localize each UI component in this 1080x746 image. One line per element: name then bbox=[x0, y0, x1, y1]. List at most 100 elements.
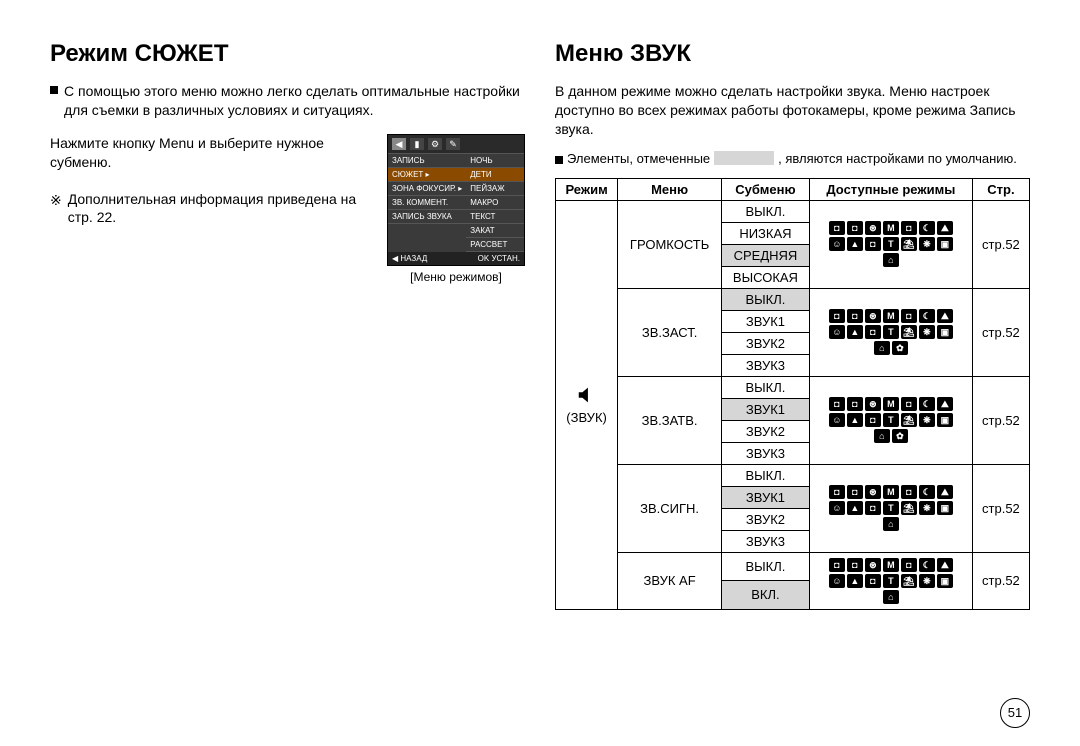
mode-icon: ⌂ bbox=[883, 517, 899, 531]
mode-icon: ⌂ bbox=[874, 341, 890, 355]
submenu-cell: ВЫКЛ. bbox=[722, 552, 810, 581]
th-mode: Режим bbox=[556, 178, 618, 200]
mode-icon: T bbox=[883, 237, 899, 251]
left-title: Режим СЮЖЕТ bbox=[50, 40, 525, 68]
menu-tab-icon: ⚙ bbox=[428, 138, 442, 150]
mode-icon: ✿ bbox=[892, 429, 908, 443]
mode-icon: ⌂ bbox=[883, 590, 899, 604]
mode-label: (ЗВУК) bbox=[566, 410, 607, 425]
mode-icon: ▲ bbox=[847, 325, 863, 339]
menu-name-cell: ЗВ.ЗАСТ. bbox=[618, 288, 722, 376]
right-intro: В данном режиме можно сделать настройки … bbox=[555, 82, 1030, 139]
mode-icon: ⌂ bbox=[883, 253, 899, 267]
mode-icon: ▣ bbox=[937, 325, 953, 339]
menu-right-item: НОЧЬ bbox=[466, 154, 524, 168]
mode-icon: ◘ bbox=[847, 558, 863, 572]
mode-icon: ✿ bbox=[892, 341, 908, 355]
mode-icon: M bbox=[883, 558, 899, 572]
mode-icon: ◘ bbox=[901, 558, 917, 572]
mode-cell: (ЗВУК) bbox=[556, 200, 618, 609]
menu-tab-icon: ◀ bbox=[392, 138, 406, 150]
speaker-icon bbox=[576, 384, 598, 406]
mode-icon: ◘ bbox=[901, 221, 917, 235]
menu-name-cell: ЗВ.СИГН. bbox=[618, 464, 722, 552]
mode-icon: ⛰ bbox=[937, 309, 953, 323]
submenu-cell: ЗВУК3 bbox=[722, 442, 810, 464]
menu-left-item: СЮЖЕТ ▸ bbox=[388, 168, 466, 182]
right-column: Меню ЗВУК В данном режиме можно сделать … bbox=[555, 40, 1030, 610]
mode-icon: T bbox=[883, 501, 899, 515]
submenu-cell: ЗВУК1 bbox=[722, 310, 810, 332]
default-note-post: , являются настройками по умолчанию. bbox=[778, 151, 1017, 166]
left-column: Режим СЮЖЕТ С помощью этого меню можно л… bbox=[50, 40, 525, 610]
mode-icon: ☺ bbox=[829, 574, 845, 588]
submenu-cell: ВЫКЛ. bbox=[722, 288, 810, 310]
mode-icon: ▲ bbox=[847, 501, 863, 515]
modes-available-cell: ◘◘⊛M◘☾⛰☺▲◘T⛱❋▣⌂ bbox=[809, 552, 972, 609]
mode-icon: ◘ bbox=[865, 501, 881, 515]
mode-icon: ◘ bbox=[829, 309, 845, 323]
menu-right-item: ДЕТИ bbox=[466, 168, 524, 182]
menu-tab-bar: ◀ ▮ ⚙ ✎ bbox=[388, 135, 524, 154]
menu-right-item: РАССВЕТ bbox=[466, 238, 524, 252]
mode-icon: ⛰ bbox=[937, 221, 953, 235]
mode-icon: ⛰ bbox=[937, 397, 953, 411]
menu-tab-icon: ▮ bbox=[410, 138, 424, 150]
mode-icon: ⛰ bbox=[937, 485, 953, 499]
submenu-cell: ЗВУК2 bbox=[722, 332, 810, 354]
menu-left-list: ЗАПИСЬСЮЖЕТ ▸ЗОНА ФОКУСИР. ▸ЗВ. КОММЕНТ.… bbox=[388, 154, 466, 252]
page-ref-cell: стр.52 bbox=[972, 376, 1029, 464]
menu-screenshot: ◀ ▮ ⚙ ✎ ЗАПИСЬСЮЖЕТ ▸ЗОНА ФОКУСИР. ▸ЗВ. … bbox=[387, 134, 525, 284]
submenu-cell: ЗВУК2 bbox=[722, 508, 810, 530]
table-row: ЗВ.ЗАТВ.ВЫКЛ.◘◘⊛M◘☾⛰☺▲◘T⛱❋▣⌂✿стр.52 bbox=[556, 376, 1030, 398]
mode-icon: ◘ bbox=[829, 485, 845, 499]
mode-icon: ⊛ bbox=[865, 397, 881, 411]
mode-icon: ◘ bbox=[865, 574, 881, 588]
mode-icon: ⌂ bbox=[874, 429, 890, 443]
table-row: ЗВ.ЗАСТ.ВЫКЛ.◘◘⊛M◘☾⛰☺▲◘T⛱❋▣⌂✿стр.52 bbox=[556, 288, 1030, 310]
mode-icon: ❋ bbox=[919, 325, 935, 339]
menu-left-item: ЗАПИСЬ bbox=[388, 154, 466, 168]
page-number: 51 bbox=[1000, 698, 1030, 728]
mode-icon: ⛰ bbox=[937, 558, 953, 572]
mode-icon: ◘ bbox=[901, 309, 917, 323]
mode-icon: ◘ bbox=[847, 221, 863, 235]
menu-name-cell: ЗВУК AF bbox=[618, 552, 722, 609]
th-submenu: Субменю bbox=[722, 178, 810, 200]
submenu-cell: ВКЛ. bbox=[722, 581, 810, 610]
menu-right-item: ЗАКАТ bbox=[466, 224, 524, 238]
menu-right-item: МАКРО bbox=[466, 196, 524, 210]
mode-icon: ◘ bbox=[829, 221, 845, 235]
submenu-cell: ЗВУК3 bbox=[722, 354, 810, 376]
bullet-square-icon bbox=[50, 86, 58, 94]
th-page: Стр. bbox=[972, 178, 1029, 200]
submenu-cell: ВЫСОКАЯ bbox=[722, 266, 810, 288]
mode-icon: ☾ bbox=[919, 558, 935, 572]
mode-icon: ❋ bbox=[919, 574, 935, 588]
default-swatch bbox=[714, 151, 774, 165]
mode-icon: ▣ bbox=[937, 237, 953, 251]
mode-icon: ◘ bbox=[865, 325, 881, 339]
submenu-cell: ВЫКЛ. bbox=[722, 200, 810, 222]
menu-ok-label: OK УСТАН. bbox=[478, 254, 520, 263]
submenu-cell: СРЕДНЯЯ bbox=[722, 244, 810, 266]
press-menu-text: Нажмите кнопку Menu и выберите нужное су… bbox=[50, 134, 375, 172]
mode-icon: ◘ bbox=[901, 397, 917, 411]
mode-icon: ❋ bbox=[919, 413, 935, 427]
mode-icon: ◘ bbox=[865, 413, 881, 427]
modes-available-cell: ◘◘⊛M◘☾⛰☺▲◘T⛱❋▣⌂ bbox=[809, 464, 972, 552]
mode-icon: M bbox=[883, 309, 899, 323]
right-title: Меню ЗВУК bbox=[555, 40, 1030, 68]
mode-icon: ▲ bbox=[847, 413, 863, 427]
menu-left-item: ЗВ. КОММЕНТ. bbox=[388, 196, 466, 210]
mode-icon: ◘ bbox=[865, 237, 881, 251]
mode-icon: ⛱ bbox=[901, 237, 917, 251]
mode-icon: ▣ bbox=[937, 574, 953, 588]
mode-icon: ☾ bbox=[919, 485, 935, 499]
menu-left-item: ЗОНА ФОКУСИР. ▸ bbox=[388, 182, 466, 196]
menu-caption: [Меню режимов] bbox=[387, 270, 525, 284]
mode-icon: ⛱ bbox=[901, 501, 917, 515]
mode-icon: ⊛ bbox=[865, 558, 881, 572]
menu-name-cell: ЗВ.ЗАТВ. bbox=[618, 376, 722, 464]
more-info-text: Дополнительная информация приведена на с… bbox=[68, 190, 375, 228]
